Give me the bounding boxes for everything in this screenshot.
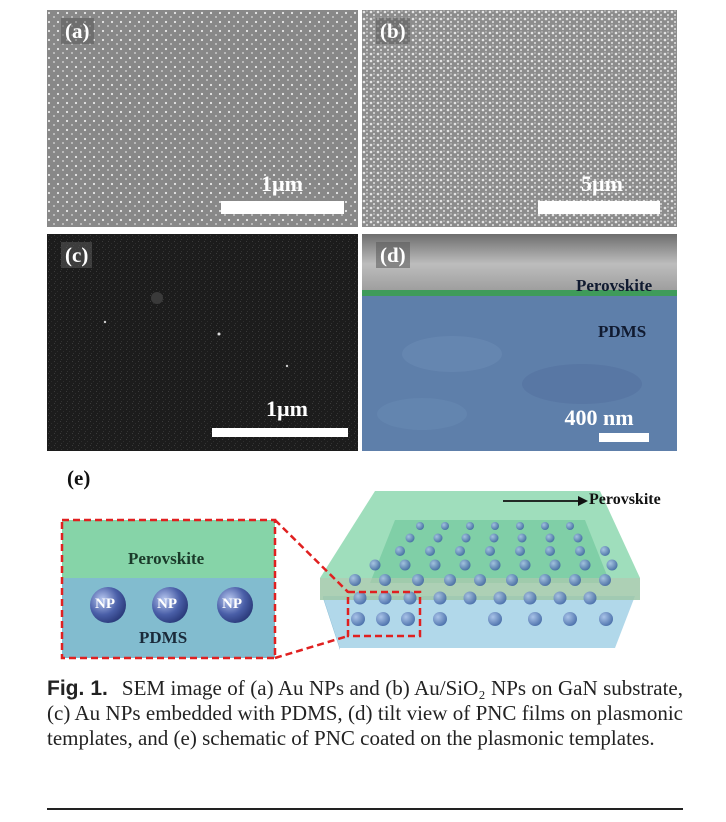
nanoparticle — [444, 574, 456, 586]
nanoparticle — [519, 559, 531, 571]
panel-label-e: (e) — [67, 466, 91, 490]
nanoparticle — [466, 522, 474, 530]
nanoparticle — [517, 533, 527, 543]
sem-panel-d: (d) Perovskite PDMS 400 nm — [362, 234, 677, 451]
inset-np-1 — [90, 587, 126, 623]
scale-bar-b — [538, 201, 660, 214]
panel-label-c: (c) — [61, 242, 93, 268]
zoom-connector-top — [274, 519, 349, 593]
nanoparticle — [433, 612, 447, 626]
sem-panel-b: (b) 5µm — [362, 10, 677, 227]
sem-image-c — [47, 234, 358, 451]
sem-panel-a: (a) 1µm — [47, 10, 358, 227]
nanoparticle — [376, 612, 390, 626]
nanoparticle — [429, 559, 441, 571]
nanoparticle — [516, 522, 524, 530]
nanoparticle — [515, 546, 525, 556]
nanoparticle — [379, 574, 391, 586]
nanoparticle — [491, 522, 499, 530]
nanoparticle — [395, 546, 405, 556]
nanoparticle — [412, 574, 424, 586]
sem-image-b — [362, 10, 677, 227]
nanoparticle — [566, 522, 574, 530]
schematic-diagram — [60, 491, 640, 660]
inset-np-3 — [217, 587, 253, 623]
panel-label-a: (a) — [61, 18, 94, 44]
caption-rule — [47, 808, 683, 810]
scale-bar-text-a: 1µm — [260, 171, 303, 196]
sem-image-a — [47, 10, 358, 227]
nanoparticle — [399, 559, 411, 571]
nanoparticle-array — [349, 522, 618, 626]
layer-label-pdms: PDMS — [598, 322, 647, 341]
arrow-head — [578, 496, 588, 506]
nanoparticle — [425, 546, 435, 556]
nanoparticle — [575, 546, 585, 556]
layer-label-perovskite: Perovskite — [576, 276, 653, 295]
nanoparticle — [349, 574, 361, 586]
nanoparticle — [549, 559, 561, 571]
nanoparticle — [459, 559, 471, 571]
nanoparticle — [378, 591, 392, 605]
nanoparticle — [353, 591, 367, 605]
nanoparticle — [523, 591, 537, 605]
nanoparticle — [573, 533, 583, 543]
nanoparticle — [489, 559, 501, 571]
inset-np-2 — [152, 587, 188, 623]
nanoparticle — [474, 574, 486, 586]
sem-image-d — [362, 234, 677, 451]
zoom-region-box — [346, 590, 422, 638]
nanoparticle — [488, 612, 502, 626]
inset-label-pdms: PDMS — [139, 628, 188, 647]
scale-bar-text-b: 5µm — [580, 171, 623, 196]
nanoparticle — [528, 612, 542, 626]
nanoparticle — [579, 559, 591, 571]
np-label-2: NP — [157, 596, 177, 612]
scale-bar-text-c: 1µm — [265, 396, 308, 421]
nanoparticle — [563, 612, 577, 626]
nanoparticle — [369, 559, 381, 571]
nanoparticle — [545, 546, 555, 556]
nanoparticle — [489, 533, 499, 543]
nanoparticle — [539, 574, 551, 586]
nanoparticle — [583, 591, 597, 605]
np-label-1: NP — [95, 596, 115, 612]
arrow-label-perovskite: Perovskite — [589, 491, 661, 508]
np-label-3: NP — [222, 596, 242, 612]
nanoparticle — [600, 546, 610, 556]
nanoparticle — [545, 533, 555, 543]
nanoparticle — [569, 574, 581, 586]
nanoparticle — [405, 533, 415, 543]
nanoparticle — [553, 591, 567, 605]
nanoparticle — [441, 522, 449, 530]
nanoparticle — [463, 591, 477, 605]
sem-panel-c: (c) 1µm — [47, 234, 358, 451]
panel-label-d: (d) — [376, 242, 410, 268]
panel-label-b: (b) — [376, 18, 410, 44]
nanoparticle — [485, 546, 495, 556]
nanoparticle — [455, 546, 465, 556]
inset-label-perovskite: Perovskite — [128, 549, 205, 568]
figure-caption: Fig. 1. SEM image of (a) Au NPs and (b) A… — [47, 676, 683, 751]
caption-text: SEM image of (a) Au NPs and (b) Au/SiO₂ … — [47, 676, 683, 750]
nanoparticle — [606, 559, 618, 571]
nanoparticle — [433, 533, 443, 543]
zoom-connector-bottom — [274, 634, 349, 660]
nanoparticle — [433, 591, 447, 605]
figure-number: Fig. 1. — [47, 677, 108, 700]
nanoparticle — [461, 533, 471, 543]
nanoparticle — [416, 522, 424, 530]
nanoparticle — [599, 612, 613, 626]
scale-bar-text-d: 400 nm — [564, 405, 634, 430]
scale-bar-a — [221, 201, 344, 214]
nanoparticle — [351, 612, 365, 626]
nanoparticle — [506, 574, 518, 586]
nanoparticle — [493, 591, 507, 605]
nanoparticle — [403, 591, 417, 605]
nanoparticle — [599, 574, 611, 586]
nanoparticle — [401, 612, 415, 626]
scale-bar-d — [599, 433, 649, 442]
nanoparticle — [541, 522, 549, 530]
scale-bar-c — [212, 428, 348, 437]
